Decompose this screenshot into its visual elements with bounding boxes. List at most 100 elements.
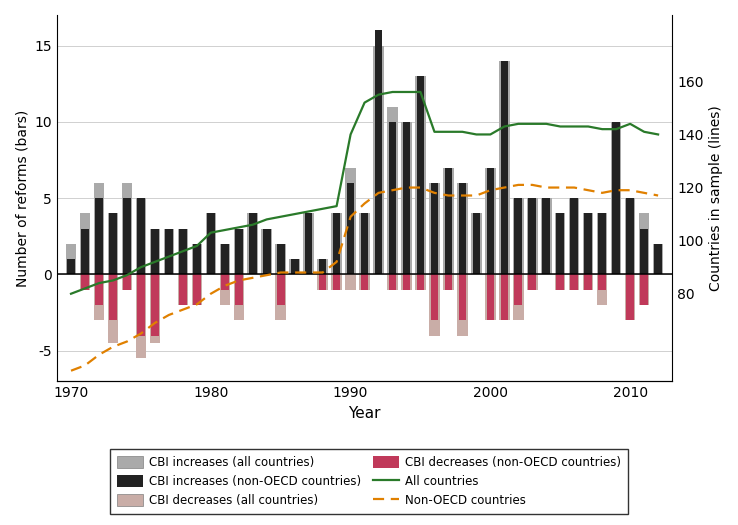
Bar	[261, 229, 272, 275]
Bar	[472, 214, 480, 275]
Bar	[303, 214, 314, 275]
Bar	[513, 198, 523, 275]
Bar	[599, 275, 606, 290]
Bar	[178, 229, 188, 275]
Bar	[179, 229, 187, 275]
Bar	[541, 198, 551, 275]
Bar	[597, 275, 607, 305]
Bar	[221, 275, 229, 290]
Bar	[249, 214, 257, 275]
Bar	[219, 275, 230, 305]
Bar	[333, 275, 340, 290]
Bar	[359, 275, 370, 290]
Bar	[233, 229, 244, 275]
Bar	[150, 275, 160, 343]
Bar	[486, 167, 494, 275]
Bar	[122, 183, 132, 275]
Bar	[597, 214, 607, 275]
Bar	[193, 275, 201, 305]
Bar	[233, 275, 244, 320]
Bar	[499, 61, 509, 275]
Bar	[375, 30, 382, 275]
Bar	[514, 275, 523, 305]
Bar	[653, 244, 663, 275]
Bar	[430, 275, 440, 335]
Bar	[137, 275, 145, 335]
Bar	[247, 214, 258, 275]
Bar	[164, 229, 174, 275]
Bar	[556, 275, 564, 290]
Bar	[387, 275, 398, 290]
Bar	[136, 198, 146, 275]
Bar	[627, 198, 634, 275]
Bar	[361, 214, 368, 275]
Bar	[94, 183, 104, 275]
Bar	[485, 167, 496, 275]
Bar	[192, 244, 202, 275]
Bar	[584, 275, 592, 290]
Bar	[66, 244, 76, 275]
Bar	[641, 229, 648, 275]
Bar	[331, 214, 342, 275]
Bar	[641, 275, 648, 305]
Bar	[458, 275, 466, 320]
Bar	[500, 61, 508, 275]
Bar	[151, 275, 159, 335]
Bar	[108, 275, 118, 343]
Bar	[611, 122, 621, 275]
Bar	[584, 214, 592, 275]
Bar	[289, 259, 300, 275]
Bar	[417, 76, 424, 275]
Bar	[555, 214, 565, 275]
Bar	[275, 244, 286, 275]
Bar	[417, 275, 424, 290]
Bar	[193, 244, 201, 275]
Bar	[206, 214, 216, 275]
Bar	[151, 229, 159, 275]
Bar	[444, 167, 452, 275]
Bar	[178, 275, 188, 305]
Bar	[389, 275, 396, 290]
Bar	[527, 198, 537, 275]
Bar	[486, 275, 494, 320]
Bar	[430, 183, 438, 275]
Bar	[403, 122, 410, 275]
Bar	[430, 275, 438, 320]
Bar	[528, 198, 536, 275]
Bar	[599, 214, 606, 275]
Bar	[542, 198, 550, 275]
Bar	[527, 275, 537, 290]
Bar	[137, 198, 145, 275]
Bar	[639, 214, 649, 275]
Bar	[122, 275, 132, 290]
Legend: CBI increases (all countries), CBI increases (non-OECD countries), CBI decreases: CBI increases (all countries), CBI incre…	[110, 449, 628, 514]
Bar	[331, 275, 342, 290]
Bar	[123, 275, 131, 290]
Bar	[655, 244, 662, 275]
Bar	[471, 214, 482, 275]
Bar	[179, 275, 187, 305]
Bar	[457, 275, 468, 335]
Bar	[81, 275, 89, 290]
Bar	[109, 275, 117, 320]
Bar	[333, 214, 340, 275]
Bar	[444, 167, 454, 275]
Bar	[430, 183, 440, 275]
Bar	[207, 214, 215, 275]
Bar	[625, 275, 635, 320]
Bar	[361, 275, 368, 290]
X-axis label: Year: Year	[348, 406, 381, 421]
Bar	[500, 275, 508, 320]
Bar	[359, 214, 370, 275]
Bar	[291, 259, 298, 275]
Y-axis label: Number of reforms (bars): Number of reforms (bars)	[15, 110, 29, 287]
Bar	[317, 275, 328, 290]
Bar	[108, 214, 118, 275]
Bar	[275, 275, 286, 320]
Bar	[415, 275, 426, 290]
Bar	[401, 275, 412, 290]
Bar	[123, 198, 131, 275]
Bar	[485, 275, 496, 320]
Bar	[569, 275, 579, 290]
Bar	[235, 275, 243, 305]
